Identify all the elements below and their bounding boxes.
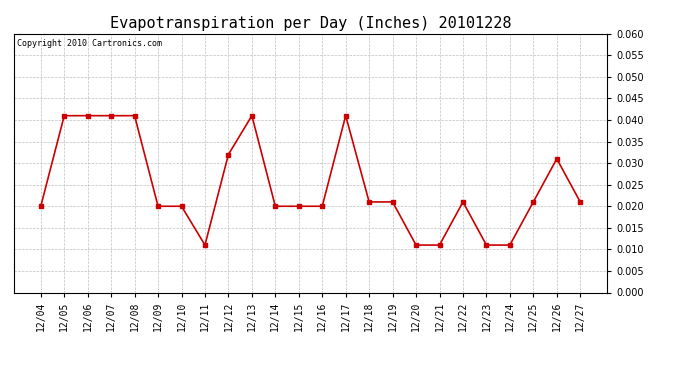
Title: Evapotranspiration per Day (Inches) 20101228: Evapotranspiration per Day (Inches) 2010… xyxy=(110,16,511,31)
Text: Copyright 2010 Cartronics.com: Copyright 2010 Cartronics.com xyxy=(17,39,161,48)
